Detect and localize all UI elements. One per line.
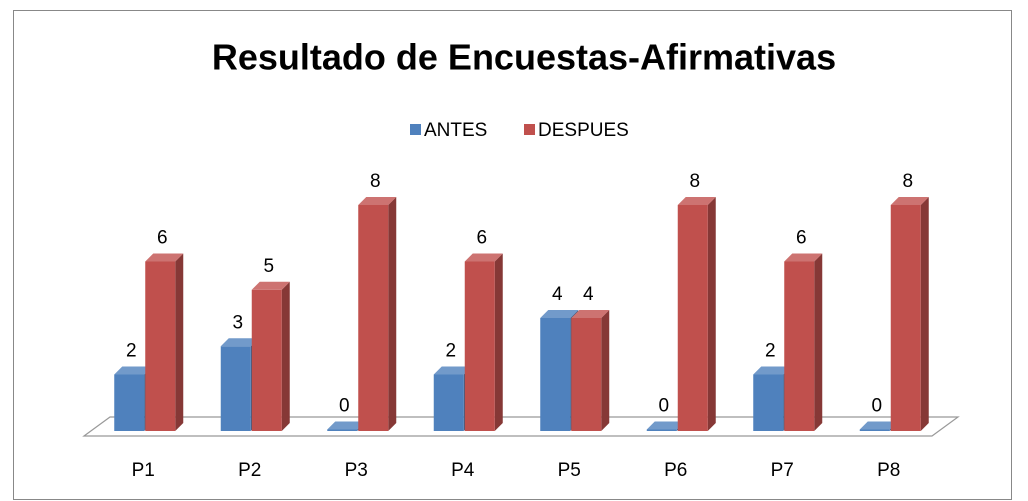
bar-side <box>814 253 823 431</box>
bar-side <box>920 197 929 431</box>
bar <box>540 318 571 431</box>
bar-top <box>540 310 579 318</box>
data-label: 6 <box>796 228 807 249</box>
data-label: 5 <box>263 256 274 277</box>
bar <box>220 346 251 431</box>
data-label: 2 <box>765 341 776 362</box>
bar <box>571 318 602 431</box>
data-label: 8 <box>370 171 381 192</box>
data-label: 4 <box>552 284 563 305</box>
bar <box>114 374 145 431</box>
x-tick-label: P3 <box>345 460 368 481</box>
bar <box>890 205 921 431</box>
x-tick-label: P7 <box>771 460 794 481</box>
data-label: 6 <box>476 228 487 249</box>
bar-top <box>145 253 184 262</box>
bar-top <box>433 366 472 375</box>
data-label: 0 <box>339 396 350 417</box>
x-tick-label: P2 <box>238 460 261 481</box>
bar-top <box>358 197 397 205</box>
x-tick-label: P1 <box>132 460 155 481</box>
data-label: 6 <box>157 228 168 249</box>
bar-top <box>327 421 366 430</box>
bar <box>145 261 176 431</box>
bar <box>464 261 495 431</box>
x-tick-label: P5 <box>558 460 581 481</box>
bar <box>433 374 464 431</box>
bar-top <box>571 310 610 318</box>
bar <box>646 429 677 431</box>
data-label: 4 <box>583 284 594 305</box>
bar <box>753 374 784 431</box>
bar-top <box>114 366 153 375</box>
bar-side <box>601 310 610 431</box>
legend-swatch <box>524 124 535 135</box>
chart-title: Resultado de Encuestas-Afirmativas <box>212 37 836 78</box>
bar <box>677 205 708 431</box>
x-tick-label: P4 <box>451 460 475 481</box>
bar-top <box>464 253 503 262</box>
bar-top <box>890 197 929 205</box>
bar-top <box>753 366 792 375</box>
data-label: 0 <box>871 396 882 417</box>
bar <box>327 429 358 431</box>
bar-side <box>281 281 290 431</box>
bar <box>358 205 389 431</box>
x-tick-label: P6 <box>664 460 687 481</box>
data-label: 3 <box>232 312 243 333</box>
bar-top <box>220 338 259 347</box>
data-label: 8 <box>689 171 700 192</box>
floor <box>82 416 960 437</box>
bar <box>859 429 890 431</box>
bar-top <box>784 253 823 262</box>
data-label: 2 <box>445 341 456 362</box>
bar-side <box>175 253 184 431</box>
bar-side <box>707 197 716 431</box>
data-label: 0 <box>658 396 669 417</box>
bar-top <box>646 421 685 430</box>
bar <box>251 289 282 431</box>
data-label: 8 <box>902 171 913 192</box>
x-tick-label: P8 <box>877 460 900 481</box>
data-label: 2 <box>126 341 137 362</box>
bar-top <box>251 281 290 290</box>
legend-label: ANTES <box>424 120 487 141</box>
legend-swatch <box>410 124 421 135</box>
bar-top <box>677 197 716 205</box>
bar <box>784 261 815 431</box>
bar-top <box>859 421 898 430</box>
bar-side <box>388 197 397 431</box>
legend-label: DESPUES <box>538 120 629 141</box>
bar-side <box>494 253 503 431</box>
